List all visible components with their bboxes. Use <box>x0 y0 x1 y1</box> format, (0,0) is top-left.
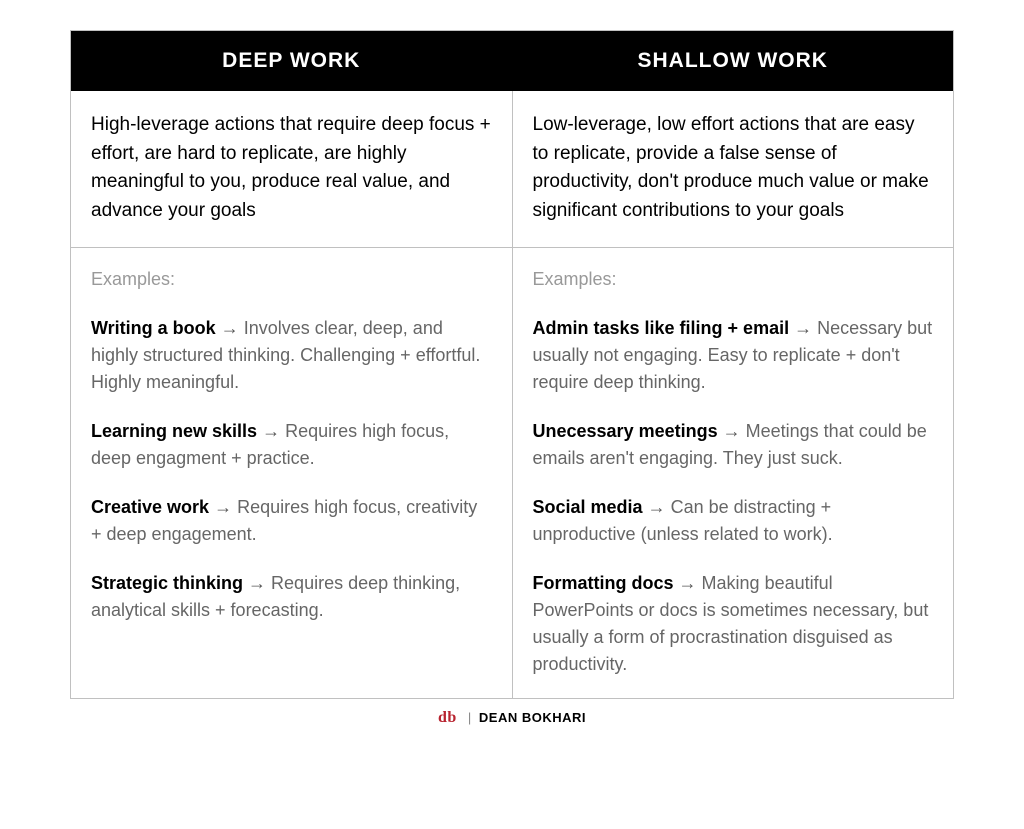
example-title: Formatting docs <box>533 573 674 593</box>
column-header-shallow-work: SHALLOW WORK <box>513 31 954 91</box>
example-title: Social media <box>533 497 643 517</box>
example-title: Unecessary meetings <box>533 421 718 441</box>
arrow-icon: → <box>248 573 266 593</box>
examples-label: Examples: <box>533 266 934 293</box>
examples-row: Examples: Writing a book → Involves clea… <box>71 248 953 698</box>
column-header-deep-work: DEEP WORK <box>71 31 513 91</box>
example-item: Strategic thinking → Requires deep think… <box>91 570 492 624</box>
example-item: Admin tasks like filing + email → Necess… <box>533 315 934 396</box>
arrow-icon: → <box>679 573 697 593</box>
comparison-table: DEEP WORK SHALLOW WORK High-leverage act… <box>70 30 954 699</box>
example-item: Unecessary meetings → Meetings that coul… <box>533 418 934 472</box>
description-deep-work: High-leverage actions that require deep … <box>71 91 513 247</box>
table-header-row: DEEP WORK SHALLOW WORK <box>71 31 953 91</box>
footer-divider: | <box>468 710 472 725</box>
example-title: Learning new skills <box>91 421 257 441</box>
footer-attribution: db | DEAN BOKHARI <box>70 709 954 727</box>
example-item: Learning new skills → Requires high focu… <box>91 418 492 472</box>
example-item: Writing a book → Involves clear, deep, a… <box>91 315 492 396</box>
arrow-icon: → <box>723 421 741 441</box>
examples-label: Examples: <box>91 266 492 293</box>
footer-logo: db <box>438 709 457 726</box>
example-item: Creative work → Requires high focus, cre… <box>91 494 492 548</box>
description-shallow-work: Low-leverage, low effort actions that ar… <box>513 91 954 247</box>
footer-author-name: DEAN BOKHARI <box>479 710 586 725</box>
arrow-icon: → <box>794 318 812 338</box>
arrow-icon: → <box>262 421 280 441</box>
example-title: Strategic thinking <box>91 573 243 593</box>
example-item: Formatting docs → Making beautiful Power… <box>533 570 934 678</box>
arrow-icon: → <box>214 497 232 517</box>
example-title: Creative work <box>91 497 209 517</box>
example-title: Writing a book <box>91 318 216 338</box>
examples-shallow-work: Examples: Admin tasks like filing + emai… <box>513 248 954 698</box>
example-item: Social media → Can be distracting + unpr… <box>533 494 934 548</box>
arrow-icon: → <box>648 497 666 517</box>
description-row: High-leverage actions that require deep … <box>71 91 953 248</box>
arrow-icon: → <box>221 318 239 338</box>
examples-deep-work: Examples: Writing a book → Involves clea… <box>71 248 513 698</box>
example-title: Admin tasks like filing + email <box>533 318 790 338</box>
